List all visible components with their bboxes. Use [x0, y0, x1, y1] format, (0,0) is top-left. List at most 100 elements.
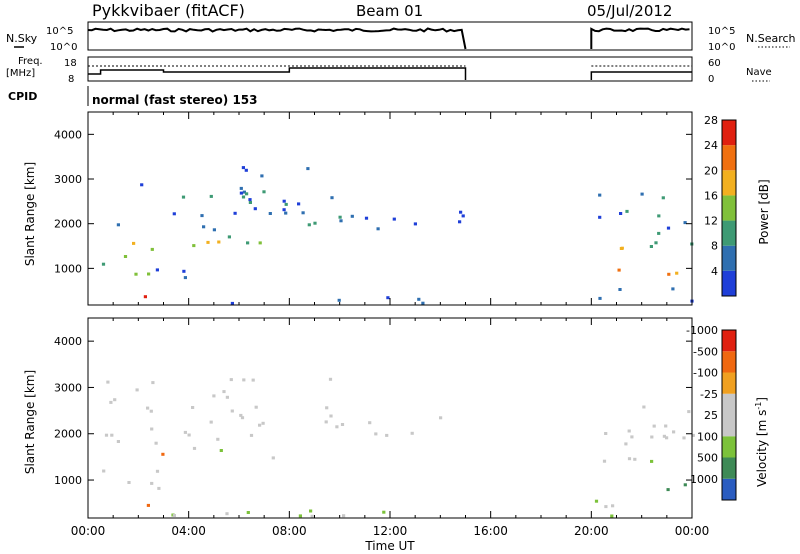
heatmap-cell [675, 271, 679, 275]
heatmap-cell [382, 510, 386, 514]
colorbar-tick-label: 16 [704, 189, 718, 202]
cpid-label: CPID [8, 90, 37, 103]
heatmap-cell [254, 405, 258, 409]
heatmap-cell [335, 425, 339, 429]
cpid-text: normal (fast stereo) 153 [92, 93, 258, 107]
heatmap-cell [241, 166, 245, 170]
heatmap-cell [284, 211, 288, 215]
heatmap-cell [340, 423, 345, 426]
colorbar-swatch [722, 372, 736, 394]
nsearch-tick-top: 10^5 [708, 26, 735, 37]
velocity-heatmap [102, 377, 695, 518]
heatmap-cell [233, 211, 237, 215]
heatmap-cell [110, 433, 114, 437]
heatmap-cell [392, 217, 396, 221]
date-title: 05/Jul/2012 [587, 2, 672, 20]
colorbar-swatch [722, 120, 736, 146]
nave-tick-top: 60 [708, 58, 721, 69]
heatmap-cell [192, 446, 197, 450]
heatmap-cell [461, 214, 465, 218]
colorbar-tick-label: 28 [704, 114, 718, 127]
heatmap-cell [604, 505, 608, 509]
colorbar-swatch [722, 436, 736, 458]
heatmap-cell [338, 215, 342, 219]
nsky-label: N.Sky [6, 32, 38, 45]
freq-tick-bottom: 8 [68, 74, 74, 85]
heatmap-cell [106, 380, 110, 384]
heatmap-cell [245, 192, 249, 196]
heatmap-cell [209, 420, 213, 424]
heatmap-cell [620, 246, 624, 250]
heatmap-cell [248, 198, 252, 202]
power-y-axis: 1000 2000 3000 4000 [54, 128, 692, 275]
colorbar-tick-label: -25 [700, 388, 718, 401]
heatmap-cell [147, 272, 151, 276]
heatmap-cell [229, 378, 233, 382]
nsearch-tick-bottom: 10^0 [708, 42, 735, 53]
heatmap-cell [227, 235, 231, 239]
colorbar-tick-label: 100 [697, 430, 718, 443]
colorbar-swatch [722, 478, 736, 500]
heatmap-cell [342, 514, 346, 518]
heatmap-cell [206, 240, 210, 244]
heatmap-cell [151, 381, 155, 385]
y-tick-label: 2000 [54, 218, 82, 231]
nsearch-label: N.Search [746, 32, 796, 45]
heatmap-cell [161, 452, 165, 456]
heatmap-cell [421, 301, 425, 305]
heatmap-cell [282, 208, 286, 212]
heatmap-cell [239, 413, 243, 417]
heatmap-cell [611, 504, 615, 508]
heatmap-cell [640, 192, 644, 196]
station-title: Pykkvibaer (fitACF) [92, 1, 245, 20]
colorbar-tick-label: 20 [704, 164, 718, 177]
heatmap-cell [627, 457, 632, 461]
heatmap-cell [212, 394, 216, 398]
heatmap-cell [683, 483, 687, 487]
heatmap-cell [664, 424, 668, 428]
y-tick-label: 3000 [54, 173, 82, 186]
heatmap-cell [385, 433, 389, 437]
heatmap-cell [376, 227, 380, 231]
nave-tick-bottom: 0 [708, 74, 714, 85]
heatmap-cell [202, 225, 206, 229]
heatmap-cell [253, 207, 257, 211]
heatmap-cell [594, 499, 599, 503]
colorbar-tick-label: 500 [697, 452, 718, 465]
beam-title: Beam 01 [356, 2, 423, 20]
heatmap-cell [132, 241, 136, 245]
heatmap-cell [150, 427, 154, 431]
heatmap-cell [150, 247, 154, 251]
time-tick-label: 08:00 [272, 524, 307, 538]
heatmap-cell [374, 432, 378, 436]
heatmap-cell [410, 431, 414, 435]
colorbar-tick-label: 8 [711, 240, 718, 253]
y-tick-label: 3000 [54, 381, 82, 394]
time-tick-label: 04:00 [171, 524, 206, 538]
heatmap-cell [216, 437, 220, 441]
heatmap-cell [155, 268, 159, 272]
heatmap-cell [192, 244, 196, 248]
heatmap-cell [101, 262, 106, 266]
heatmap-cell [284, 202, 288, 206]
colorbar-swatch [722, 351, 736, 373]
colorbar-swatch [722, 415, 736, 437]
time-axis-labels: 00:00 04:00 08:00 12:00 16:00 20:00 00:00 [71, 524, 710, 538]
velocity-colorbar: 1000 500 100 25 -25 -100 -500 -1000 [686, 324, 737, 501]
heatmap-cell [154, 441, 158, 445]
nave-label: Nave [746, 67, 772, 78]
heatmap-cell [683, 221, 687, 225]
heatmap-cell [657, 214, 661, 218]
heatmap-cell [134, 272, 138, 276]
heatmap-cell [230, 409, 234, 413]
heatmap-cell [140, 183, 144, 187]
heatmap-cell [248, 201, 252, 204]
colorbar-tick-label: -500 [693, 345, 718, 358]
heatmap-cell [617, 268, 621, 272]
time-axis-title: Time UT [364, 539, 415, 553]
colorbar-swatch [722, 170, 736, 196]
heatmap-cell [172, 514, 176, 517]
power-plot-bg [88, 112, 692, 305]
colorbar-swatch [722, 270, 736, 296]
